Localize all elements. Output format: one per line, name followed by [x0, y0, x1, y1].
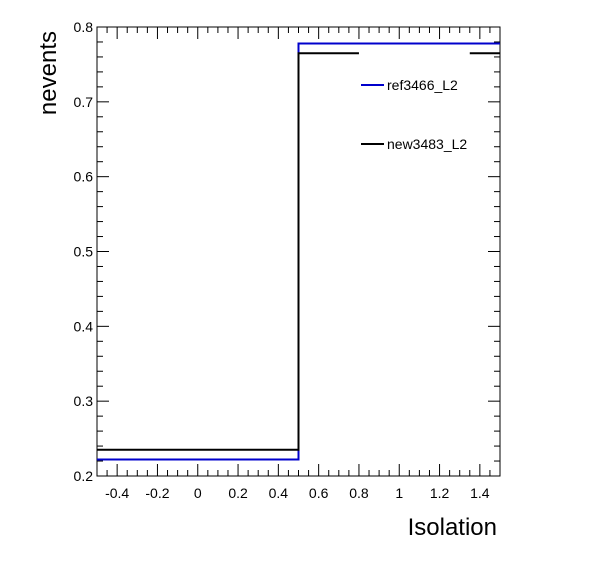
- x-tick-label: 1.4: [470, 485, 490, 501]
- y-tick-labels: 0.2 0.3 0.4 0.5 0.6 0.7 0.8: [74, 19, 94, 484]
- x-tick-label: 0.2: [228, 485, 248, 501]
- y-axis-title: nevents: [35, 31, 62, 115]
- legend: ref3466_L2 new3483_L2: [361, 77, 467, 152]
- x-tick-label: 0.4: [269, 485, 289, 501]
- x-tick-label: 0: [194, 485, 202, 501]
- y-tick-label: 0.4: [74, 318, 94, 334]
- x-tick-label: -0.4: [105, 485, 129, 501]
- y-tick-label: 0.5: [74, 244, 94, 260]
- x-tick-labels: -0.4 -0.2 0 0.2 0.4 0.6 0.8 1 1.2 1.4: [105, 485, 490, 501]
- y-tick-label: 0.2: [74, 468, 94, 484]
- x-tick-label: -0.2: [145, 485, 169, 501]
- y-tick-label: 0.3: [74, 393, 94, 409]
- y-tick-label: 0.7: [74, 94, 94, 110]
- y-tick-label: 0.8: [74, 19, 94, 35]
- x-tick-label: 1.2: [430, 485, 450, 501]
- x-tick-label: 0.8: [349, 485, 369, 501]
- series-new3483_L2: [97, 52, 500, 451]
- legend-label-new3483_L2: new3483_L2: [387, 136, 467, 152]
- series-group: [97, 42, 500, 461]
- axis-ticks: [96, 26, 501, 477]
- x-tick-label: 0.6: [309, 485, 329, 501]
- legend-label-ref3466_L2: ref3466_L2: [387, 77, 458, 93]
- x-tick-label: 1: [395, 485, 403, 501]
- y-tick-label: 0.6: [74, 169, 94, 185]
- x-axis-title: Isolation: [408, 514, 497, 541]
